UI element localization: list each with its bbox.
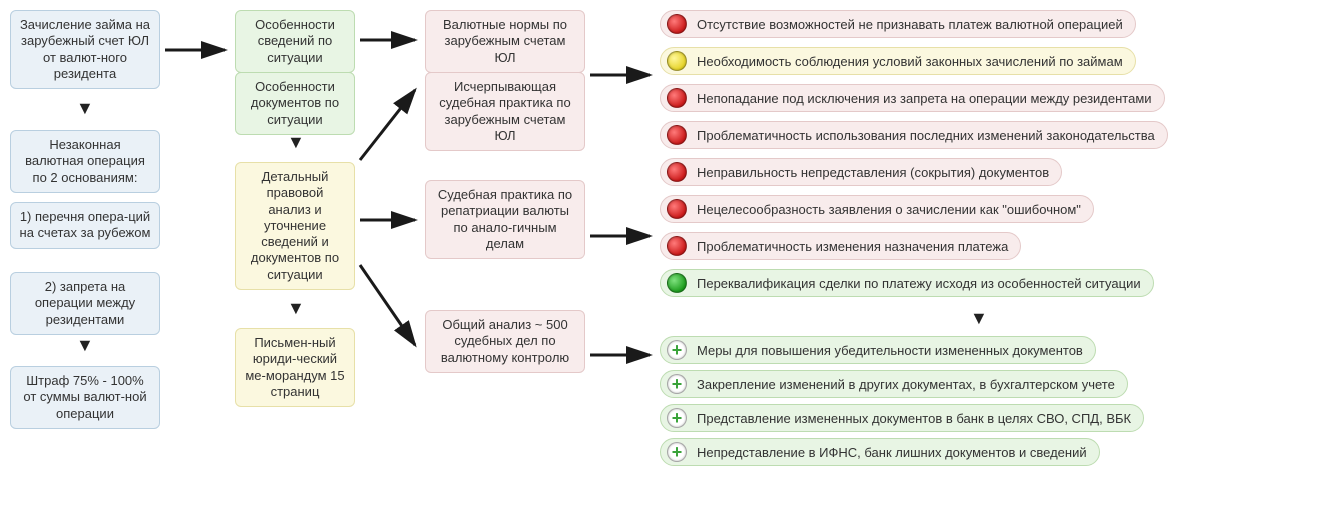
box-col1-fine: Штраф 75% - 100% от суммы валют-ной опер…	[10, 366, 160, 429]
status-dot-icon	[667, 88, 687, 108]
action-text: Представление измененных документов в ба…	[697, 411, 1131, 426]
status-text: Непопадание под исключения из запрета на…	[697, 91, 1152, 106]
flowchart-canvas: Зачисление займа на зарубежный счет ЮЛ о…	[10, 10, 1327, 516]
status-text: Проблематичность изменения назначения пл…	[697, 239, 1008, 254]
box-col2-docs: Особенности документов по ситуации	[235, 72, 355, 135]
status-pill: Непопадание под исключения из запрета на…	[660, 84, 1165, 112]
box-col3-500cases: Общий анализ ~ 500 судебных дел по валют…	[425, 310, 585, 373]
box-col1-credit: Зачисление займа на зарубежный счет ЮЛ о…	[10, 10, 160, 89]
status-text: Необходимость соблюдения условий законны…	[697, 54, 1123, 69]
status-dot-icon	[667, 125, 687, 145]
box-col3-practice-foreign: Исчерпывающая судебная практика по заруб…	[425, 72, 585, 151]
box-col1-reason1: 1) перечня опера-ций на счетах за рубежо…	[10, 202, 160, 249]
status-text: Отсутствие возможностей не признавать пл…	[697, 17, 1123, 32]
box-col2-memo: Письмен-ный юриди-ческий ме-морандум 15 …	[235, 328, 355, 407]
status-pill: Нецелесообразность заявления о зачислени…	[660, 195, 1094, 223]
action-text: Закрепление изменений в других документа…	[697, 377, 1115, 392]
arrow-down-icon: ▼	[76, 335, 94, 356]
action-pill: + Представление измененных документов в б…	[660, 404, 1144, 432]
status-pill: Проблематичность изменения назначения пл…	[660, 232, 1021, 260]
arrow-diag-icon	[355, 80, 425, 170]
status-pill: Проблематичность использования последних…	[660, 121, 1168, 149]
arrow-right-icon	[355, 210, 425, 230]
action-pill: + Меры для повышения убедительности измен…	[660, 336, 1096, 364]
box-col2-analysis: Детальный правовой анализ и уточнение св…	[235, 162, 355, 290]
plus-icon: +	[667, 374, 687, 394]
box-col2-info: Особенности сведений по ситуации	[235, 10, 355, 73]
status-text: Нецелесообразность заявления о зачислени…	[697, 202, 1081, 217]
plus-icon: +	[667, 442, 687, 462]
status-dot-icon	[667, 236, 687, 256]
arrow-down-icon: ▼	[287, 132, 305, 153]
arrow-right-icon	[160, 40, 235, 60]
status-pill: Отсутствие возможностей не признавать пл…	[660, 10, 1136, 38]
action-text: Меры для повышения убедительности измене…	[697, 343, 1083, 358]
plus-icon: +	[667, 340, 687, 360]
action-text: Непредставление в ИФНС, банк лишних доку…	[697, 445, 1087, 460]
action-pill: + Непредставление в ИФНС, банк лишних док…	[660, 438, 1100, 466]
status-dot-icon	[667, 51, 687, 71]
arrow-down-icon: ▼	[76, 98, 94, 119]
status-text: Неправильность непредставления (сокрытия…	[697, 165, 1049, 180]
status-text: Переквалификация сделки по платежу исход…	[697, 276, 1141, 291]
status-pill: Неправильность непредставления (сокрытия…	[660, 158, 1062, 186]
status-dot-icon	[667, 273, 687, 293]
arrow-right-icon	[355, 30, 425, 50]
arrow-diag-icon	[355, 255, 425, 355]
arrow-right-icon	[585, 65, 660, 85]
arrow-right-icon	[585, 345, 660, 365]
status-pill: Переквалификация сделки по платежу исход…	[660, 269, 1154, 297]
box-col3-practice-repat: Судебная практика по репатриации валюты …	[425, 180, 585, 259]
box-col1-reason2: 2) запрета на операции между резидентами	[10, 272, 160, 335]
status-dot-icon	[667, 162, 687, 182]
status-pill: Необходимость соблюдения условий законны…	[660, 47, 1136, 75]
arrow-right-icon	[585, 226, 660, 246]
status-dot-icon	[667, 199, 687, 219]
arrow-down-icon: ▼	[970, 308, 988, 329]
status-dot-icon	[667, 14, 687, 34]
action-pill: + Закрепление изменений в других документ…	[660, 370, 1128, 398]
arrow-down-icon: ▼	[287, 298, 305, 319]
plus-icon: +	[667, 408, 687, 428]
box-col1-illegal: Незаконная валютная операция по 2 основа…	[10, 130, 160, 193]
box-col3-norms: Валютные нормы по зарубежным счетам ЮЛ	[425, 10, 585, 73]
status-text: Проблематичность использования последних…	[697, 128, 1155, 143]
